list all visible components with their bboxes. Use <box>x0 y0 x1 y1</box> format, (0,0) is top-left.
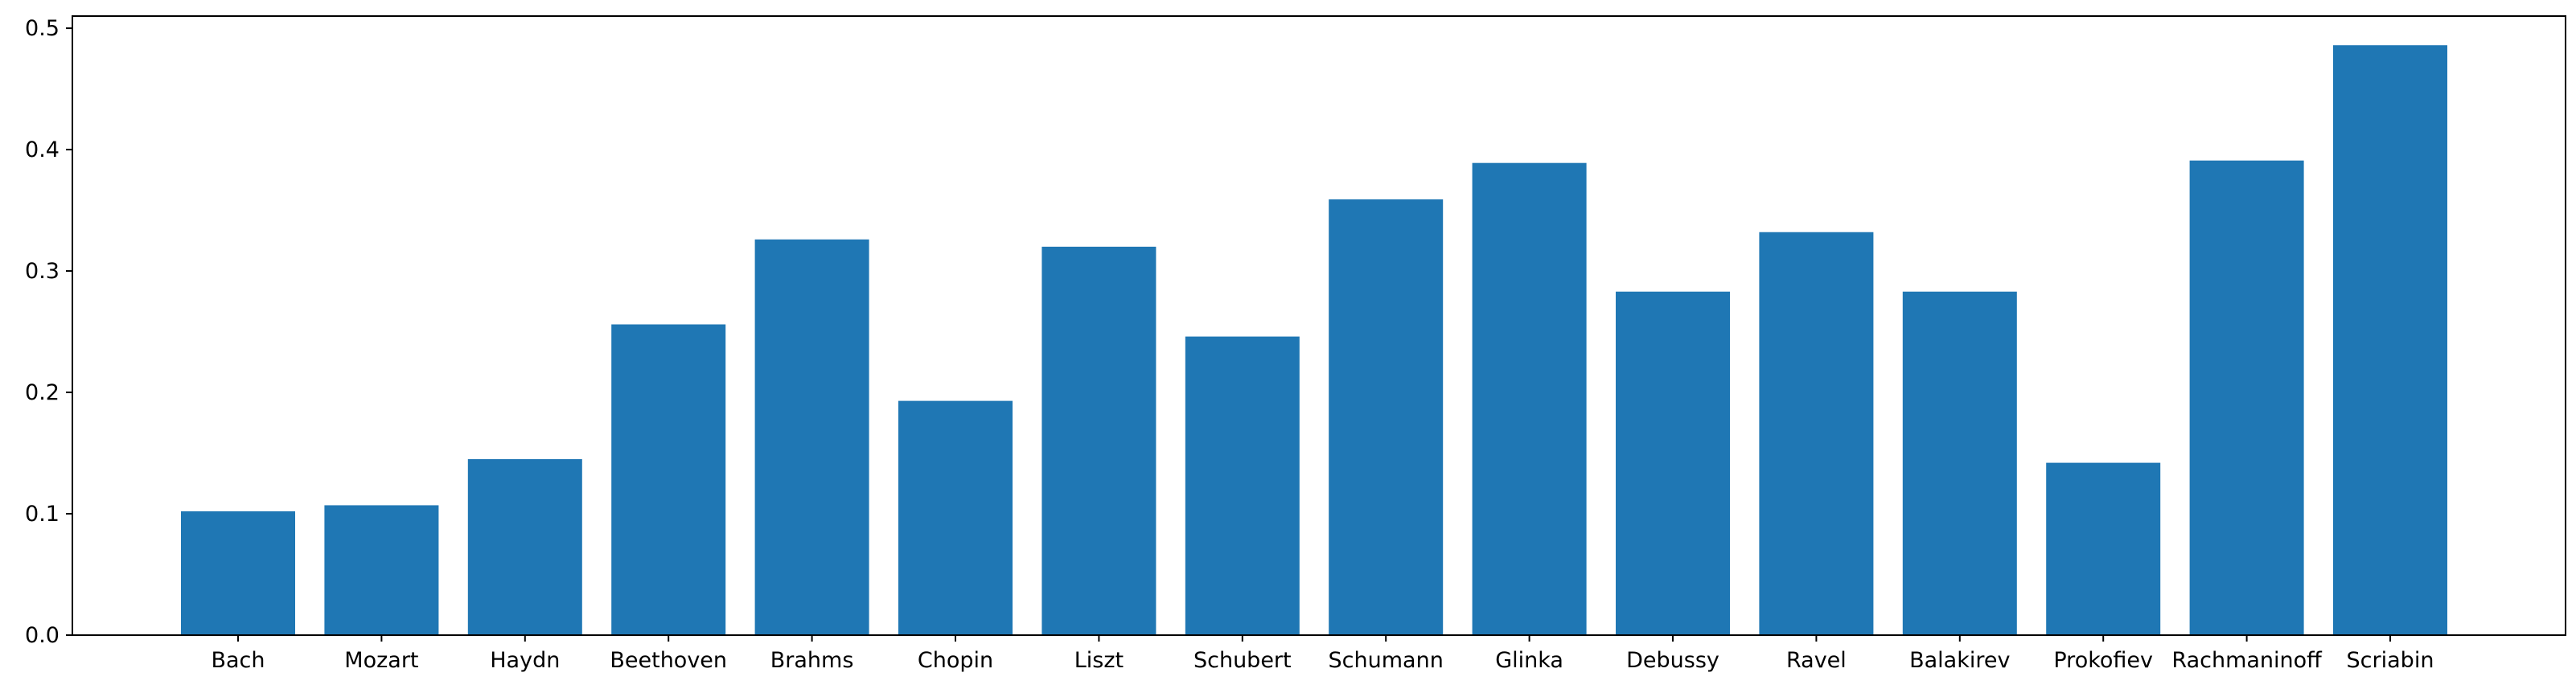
bar-balakirev <box>1902 291 2017 635</box>
bar-schumann <box>1329 199 1444 635</box>
x-tick-label: Rachmaninoff <box>2171 648 2323 673</box>
bar-glinka <box>1472 162 1587 635</box>
y-tick-label: 0.0 <box>25 623 60 648</box>
x-tick-label: Balakirev <box>1909 648 2010 673</box>
x-tick-label: Bach <box>211 648 265 673</box>
bars-group <box>181 45 2447 636</box>
bar-chopin <box>898 400 1013 635</box>
x-tick-label: Scriabin <box>2347 648 2434 673</box>
x-tick-label: Brahms <box>770 648 854 673</box>
x-tick-label: Beethoven <box>610 648 727 673</box>
bar-beethoven <box>611 324 726 635</box>
bar-debussy <box>1616 291 1730 635</box>
x-tick-label: Mozart <box>344 648 418 673</box>
bar-prokofiev <box>2046 462 2161 635</box>
y-axis: 0.0 0.1 0.2 0.3 0.4 0.5 <box>25 16 72 648</box>
bar-liszt <box>1041 246 1157 635</box>
x-tick-label: Glinka <box>1495 648 1563 673</box>
bar-scriabin <box>2333 45 2447 636</box>
bar-rachmaninoff <box>2189 160 2304 635</box>
bar-mozart <box>324 505 439 635</box>
bar-ravel <box>1759 232 1874 635</box>
bar-haydn <box>467 459 582 635</box>
bar-schubert <box>1185 336 1300 635</box>
y-tick-label: 0.2 <box>25 380 60 405</box>
y-tick-label: 0.3 <box>25 259 60 284</box>
x-tick-label: Schubert <box>1194 648 1292 673</box>
x-tick-label: Haydn <box>490 648 560 673</box>
bar-bach <box>181 511 295 635</box>
x-tick-label: Liszt <box>1074 648 1124 673</box>
y-tick-label: 0.1 <box>25 502 60 527</box>
y-tick-label: 0.5 <box>25 16 60 41</box>
x-tick-label: Prokofiev <box>2053 648 2153 673</box>
x-tick-label: Schumann <box>1329 648 1444 673</box>
y-tick-label: 0.4 <box>25 137 60 162</box>
bar-brahms <box>754 239 869 635</box>
x-tick-label: Ravel <box>1786 648 1847 673</box>
x-axis: Bach Mozart Haydn Beethoven Brahms Chopin Lisz… <box>211 635 2434 673</box>
x-tick-label: Chopin <box>918 648 993 673</box>
plot-frame <box>72 15 2566 636</box>
x-tick-label: Debussy <box>1626 648 1719 673</box>
